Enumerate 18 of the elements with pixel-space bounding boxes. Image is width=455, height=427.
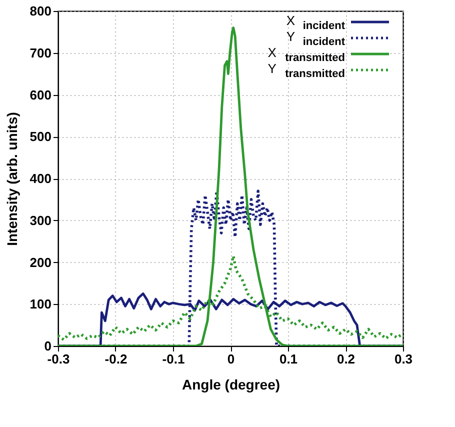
y-axis-title: Intensity (arb. units) (4, 112, 20, 246)
x-tick-label: 0.3 (394, 352, 413, 366)
y-tick-label: 0 (44, 338, 52, 354)
y-tick-label: 100 (30, 296, 52, 312)
y-tick-label: 200 (30, 254, 52, 270)
y-tick-label: 300 (30, 212, 52, 228)
y-tick-label: 400 (30, 171, 52, 186)
x-axis-title: Angle (degree) (182, 376, 280, 392)
x-tick-label: -0.3 (47, 352, 70, 366)
y-tick-label: 600 (30, 87, 52, 102)
y-tick-label: 800 (30, 4, 52, 18)
x-tick-label: -0.1 (162, 352, 185, 366)
y-tick-label: 500 (30, 129, 52, 144)
x-tick-label: 0.2 (336, 352, 356, 366)
x-tick-label: -0.2 (104, 352, 128, 366)
x-tick-label: 0.1 (279, 352, 298, 366)
y-tick-label: 700 (30, 45, 52, 60)
x-tick-label: 0 (227, 352, 235, 366)
